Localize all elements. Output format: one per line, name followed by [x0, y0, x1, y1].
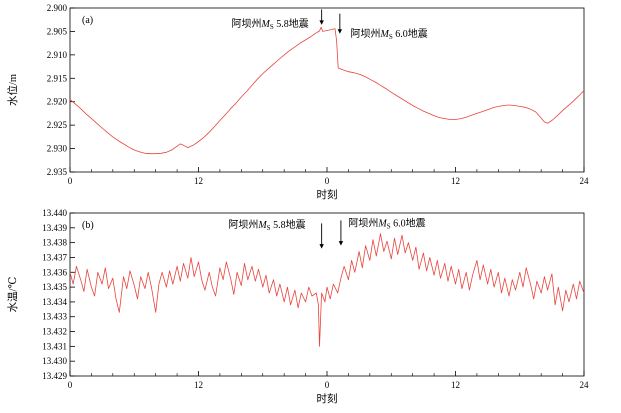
y-tick-label: 2.915	[47, 73, 68, 83]
data-line	[69, 233, 585, 347]
plot-border	[69, 7, 585, 173]
x-tick-label: 24	[580, 176, 590, 186]
y-tick-label: 13.437	[42, 252, 67, 262]
x-axis-label: 时刻	[317, 188, 338, 201]
earthquake-arrowhead	[319, 244, 324, 249]
y-tick-label: 13.431	[42, 341, 67, 351]
y-tick-label: 2.930	[47, 144, 68, 154]
panel-label: (a)	[82, 15, 93, 26]
earthquake-arrowhead	[338, 241, 344, 246]
y-tick-label: 13.438	[42, 238, 67, 248]
y-tick-label: 13.430	[42, 356, 67, 366]
x-axis-label: 时刻	[317, 392, 338, 405]
data-line	[69, 26, 585, 155]
y-tick-label: 13.435	[42, 282, 67, 292]
x-tick-label: 12	[451, 176, 460, 186]
chart-panel-a: 0 12 0 12 24 2.900 2.905 2.910 2.915 2.920 2.925 2.…	[6, 3, 590, 201]
y-tick-label: 2.905	[47, 26, 68, 36]
y-tick-label: 2.900	[47, 3, 68, 13]
earthquake-annotation: 阿坝州MS 5.8地震	[228, 218, 305, 232]
plot-border	[69, 212, 585, 377]
x-tick-label: 12	[451, 380, 460, 390]
earthquake-annotation: 阿坝州MS 5.8地震	[232, 17, 309, 31]
earthquake-annotation: 阿坝州MS 6.0地震	[348, 216, 425, 230]
x-tick-label: 12	[194, 380, 203, 390]
y-tick-label: 13.436	[42, 267, 67, 277]
x-tick-label: 0	[325, 380, 330, 390]
panel-label: (b)	[82, 220, 94, 231]
x-tick-label: 24	[580, 380, 590, 390]
y-tick-label: 13.439	[42, 223, 67, 233]
y-tick-label: 2.925	[47, 120, 68, 130]
y-axis-label: 水温/℃	[7, 276, 19, 312]
earthquake-arrowhead	[337, 29, 343, 34]
y-tick-label: 2.910	[47, 50, 68, 60]
chart-panel-b: 0 12 0 12 24 13.429 13.430 13.431 13.432 13.433 13…	[7, 208, 590, 405]
x-tick-label: 0	[68, 380, 73, 390]
earthquake-arrowhead	[319, 20, 324, 25]
x-tick-label: 0	[68, 176, 73, 186]
x-tick-label: 12	[194, 176, 203, 186]
y-axis-label: 水位/m	[6, 74, 19, 106]
y-tick-label: 2.935	[47, 167, 68, 177]
x-tick-label: 0	[325, 176, 330, 186]
y-tick-label: 13.432	[42, 327, 67, 337]
y-tick-label: 13.433	[42, 312, 67, 322]
y-tick-label: 13.434	[42, 297, 67, 307]
y-tick-label: 2.920	[47, 97, 68, 107]
y-tick-label: 13.429	[42, 371, 67, 381]
earthquake-annotation: 阿坝州MS 6.0地震	[351, 27, 428, 41]
y-tick-label: 13.440	[42, 208, 67, 218]
